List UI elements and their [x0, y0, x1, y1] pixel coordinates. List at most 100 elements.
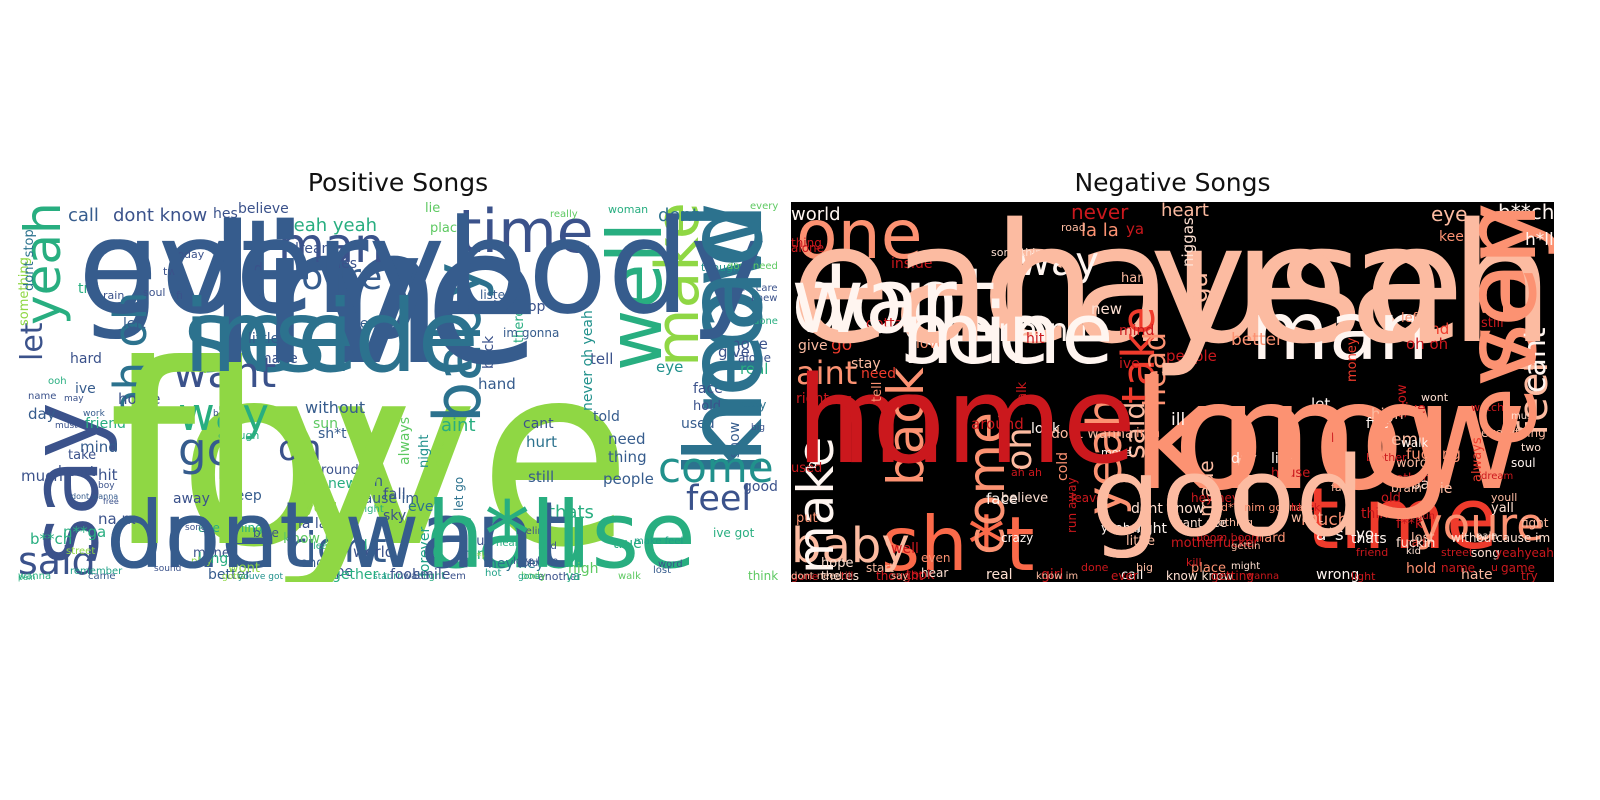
word-dont-want: dont want [106, 482, 571, 582]
word-find: find [318, 571, 337, 582]
word-today: today [173, 248, 205, 261]
negative-songs-title: Negative Songs [1074, 168, 1271, 197]
word-feeling: feeling [516, 526, 551, 537]
word-brain: brain [1391, 481, 1422, 495]
word-little: little [1126, 534, 1156, 549]
word-dont-wanna: dont wanna [1051, 426, 1134, 442]
word-fire: fire [1366, 416, 1389, 432]
word-die: die [1431, 481, 1453, 497]
word-youre: youre [280, 257, 383, 298]
word-real: real [740, 360, 769, 378]
word-girl: girl [1041, 567, 1064, 582]
word-even: even [921, 551, 951, 565]
word-world: world [353, 543, 395, 561]
word-left: left [123, 316, 146, 332]
word-money: money [193, 546, 238, 561]
word-hear: hear [496, 538, 519, 549]
word-kill: kill [1186, 556, 1202, 569]
word-oh: oh [278, 429, 322, 469]
word-must: must [1511, 411, 1537, 422]
word-big: big [1136, 561, 1154, 574]
word-id: id [250, 261, 263, 277]
word-heart: heart [1161, 202, 1209, 221]
word-hand: hand [1121, 271, 1154, 286]
word-inside: inside [183, 278, 480, 395]
word-much: much [1301, 510, 1349, 530]
word-yall: yall [1491, 501, 1514, 516]
word-im-gonna: im gonna [503, 326, 560, 340]
word-live: live [1401, 401, 1426, 417]
word-better: better [1231, 330, 1284, 350]
word-big: big [751, 423, 765, 433]
word-sun: sun [313, 416, 339, 432]
word-really: really [550, 209, 578, 220]
word-soul: soul [1511, 456, 1536, 470]
word-people: people [603, 470, 654, 488]
word-long: long [1131, 350, 1455, 524]
word-ya: ya [566, 569, 581, 582]
word-look: look [432, 441, 448, 471]
word-dont-wanna: dont wanna [71, 492, 119, 501]
word-play: play [191, 556, 213, 567]
word-everything: everything [1481, 426, 1546, 440]
word-friend: friend [1356, 546, 1389, 559]
word-dont-know: dont know [1131, 501, 1205, 517]
word-live: live [206, 202, 541, 407]
word-hip-hop: hip hop [493, 299, 546, 315]
word-work: work [83, 409, 105, 419]
word-sh-t: sh*t [318, 426, 347, 442]
word-two: two [1521, 441, 1542, 454]
word-still: still [1481, 316, 1504, 331]
word-around: around [971, 415, 1024, 433]
word-know: know [1131, 350, 1528, 524]
word-think: think [748, 569, 778, 582]
word-lost: lost [1411, 531, 1435, 546]
word-came: came [88, 571, 116, 582]
word-gun: gun [1416, 511, 1436, 522]
word-much: much [21, 467, 63, 485]
word-thats: thats [548, 502, 594, 523]
word-another: another [1381, 471, 1428, 485]
word-sound: sound [154, 564, 182, 574]
word-dont-stop: dont stop [22, 229, 37, 291]
word-road: road [1061, 221, 1086, 234]
word-end: end [1421, 320, 1450, 338]
word-hard: hard [1256, 531, 1286, 546]
word-tonight: tonight [348, 504, 384, 515]
word-world: world [791, 204, 841, 225]
word-must: must [55, 421, 78, 431]
word-sky: sky [383, 508, 407, 524]
word-ive: ive [1119, 356, 1140, 372]
word-yeahyeah: yeahyeah [1495, 546, 1554, 560]
word-well: well [891, 541, 919, 557]
word-ive-got: ive got [713, 526, 755, 540]
word-boom-boom: boom boom [1196, 531, 1262, 544]
word-wont: wont [1421, 391, 1449, 404]
word-thats: thats [1351, 531, 1387, 547]
word-b-ch: b**ch [30, 530, 73, 548]
word-street: street [1441, 546, 1474, 559]
word-mind: mind [80, 438, 118, 456]
word-move: move [1101, 446, 1132, 459]
word-sh-t: sh*t [881, 500, 1035, 582]
word-fucking: fucking [1406, 445, 1461, 463]
word-come: come [658, 443, 774, 492]
word-bad: bad [1411, 475, 1440, 493]
word-head: head [664, 202, 778, 464]
word-gone: gone [518, 572, 541, 582]
word-used: used [681, 416, 715, 432]
word-end: end [300, 556, 325, 571]
word-move: move [726, 335, 768, 353]
word-aint: aint [796, 354, 858, 392]
word-done: done [753, 316, 778, 327]
word-see: see [901, 285, 1050, 384]
word-h-ll: h*ll [1525, 230, 1554, 250]
word-light: light [423, 571, 446, 582]
word-love: love [108, 311, 633, 582]
word-light: light [1351, 570, 1376, 582]
word-put: put [468, 534, 490, 549]
word-alone: alone [791, 241, 825, 255]
word-yo: yo [1356, 525, 1375, 543]
word-ever: ever [1111, 569, 1138, 582]
word-kid: kid [1406, 546, 1421, 557]
